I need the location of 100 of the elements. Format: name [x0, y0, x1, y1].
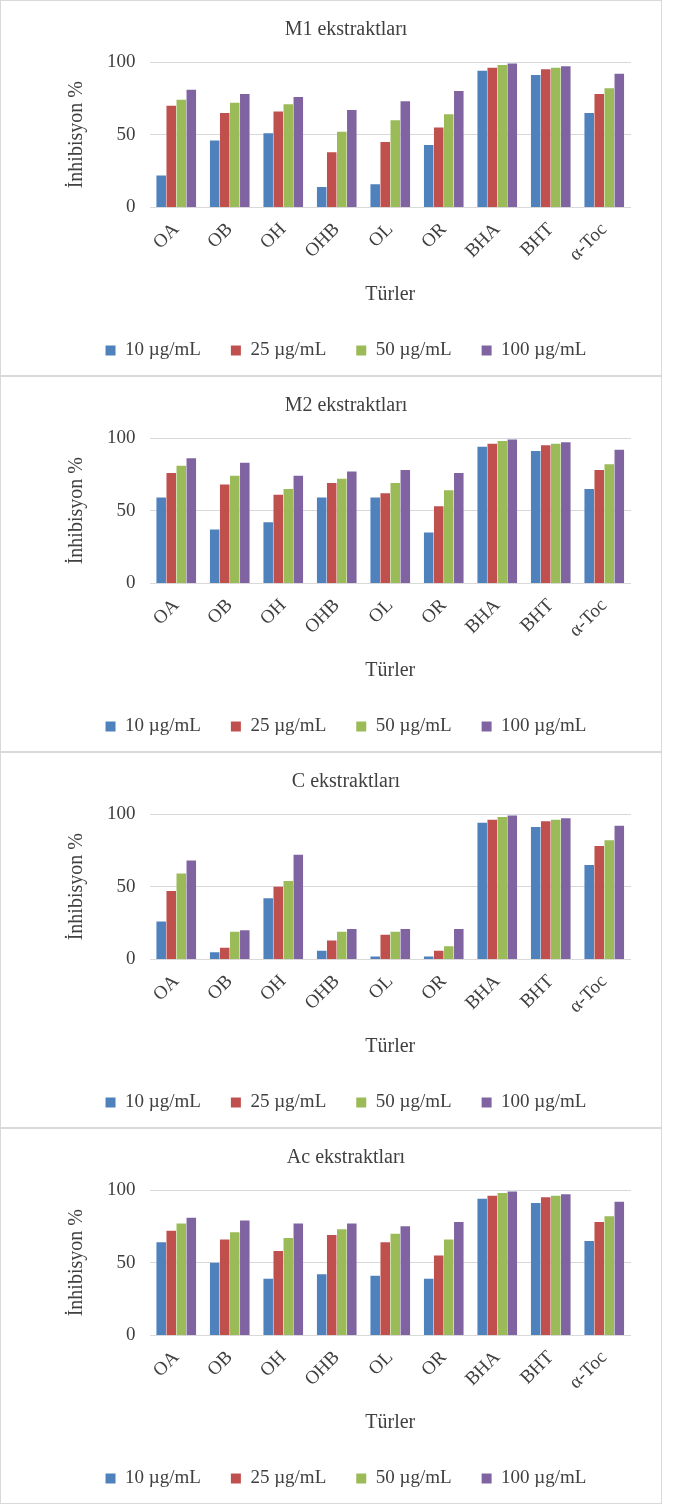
x-tick-label: OB [202, 969, 237, 1004]
bar [497, 816, 508, 959]
x-tick-label: OL [363, 969, 397, 1003]
bar [540, 445, 551, 583]
bar [230, 102, 240, 207]
x-tick-label: OB [202, 1345, 237, 1380]
bar [423, 532, 434, 583]
y-tick-label: 0 [126, 571, 136, 593]
x-tick-label: OR [416, 969, 451, 1004]
y-tick-label: 0 [126, 195, 136, 217]
x-tick-label: OL [363, 593, 397, 627]
bar [433, 127, 444, 207]
bar [614, 73, 625, 207]
bar [487, 1195, 497, 1335]
bar [604, 464, 615, 583]
bar [337, 1229, 347, 1335]
bar [530, 1203, 541, 1335]
bar [507, 439, 518, 583]
bar [230, 931, 240, 959]
y-axis-title: İnhibisyon % [64, 833, 88, 941]
bar [594, 845, 604, 959]
bar [166, 472, 176, 583]
legend-label: 10 µg/mL [125, 714, 201, 736]
bar [390, 1233, 401, 1335]
legend-label: 10 µg/mL [125, 338, 201, 360]
bar [326, 483, 337, 583]
bar [477, 446, 487, 583]
x-tick-label: OB [202, 217, 237, 252]
bar [283, 1237, 294, 1335]
bar [316, 950, 327, 959]
bar [423, 1278, 434, 1335]
bar [326, 152, 337, 207]
bar [444, 114, 454, 207]
bar [209, 1262, 220, 1335]
bar [477, 822, 487, 959]
bar [433, 506, 444, 583]
bar [347, 471, 357, 583]
bar [326, 1235, 337, 1335]
y-tick-label: 50 [116, 1250, 136, 1272]
x-tick-label: OH [255, 217, 290, 253]
bar [283, 104, 294, 207]
bar [337, 478, 347, 583]
bar [551, 819, 561, 959]
bar [240, 93, 250, 207]
bar [487, 67, 497, 207]
bar [186, 1217, 197, 1335]
bar [477, 70, 487, 207]
bar [477, 1198, 487, 1335]
bar [293, 475, 304, 583]
bar [594, 469, 604, 583]
bar [487, 443, 497, 583]
chart-title: M1 ekstraktları [284, 17, 408, 40]
bar [390, 120, 401, 207]
x-tick-label: OR [416, 217, 451, 252]
bar [497, 64, 508, 207]
bar [444, 490, 454, 583]
legend-label: 50 µg/mL [375, 338, 452, 360]
bar [219, 1239, 230, 1335]
bar [186, 89, 197, 207]
bar [176, 873, 187, 959]
bar [584, 1240, 594, 1335]
legend-label: 50 µg/mL [375, 714, 452, 736]
bar [433, 1255, 444, 1335]
bar [263, 1278, 273, 1335]
bar [156, 921, 166, 959]
bar [584, 488, 594, 583]
x-tick-label: OB [202, 593, 237, 628]
bar [400, 928, 411, 959]
x-tick-label: OL [363, 1345, 397, 1379]
bar [584, 112, 594, 207]
bar [209, 140, 220, 207]
bar [540, 1197, 551, 1335]
bar [293, 96, 304, 207]
y-tick-label: 100 [107, 801, 136, 823]
bar [530, 827, 541, 959]
bar [561, 818, 571, 959]
legend-label: 25 µg/mL [250, 1090, 327, 1112]
bar [230, 475, 240, 583]
legend-label: 25 µg/mL [250, 338, 327, 360]
bar [584, 864, 594, 959]
bar [316, 1274, 327, 1335]
bar [370, 497, 380, 583]
bar [219, 484, 230, 583]
bar [337, 131, 347, 207]
bar [614, 449, 625, 583]
bar [540, 821, 551, 959]
bar [400, 1226, 411, 1335]
bar [614, 1201, 625, 1335]
y-axis-title: İnhibisyon % [64, 1209, 88, 1317]
bar [594, 1221, 604, 1335]
bar [604, 88, 615, 207]
y-axis-title: İnhibisyon % [64, 457, 88, 565]
bar [219, 947, 230, 959]
y-tick-label: 50 [116, 498, 136, 520]
bar [186, 458, 197, 583]
bar [390, 931, 401, 959]
bar [604, 840, 615, 959]
bar [551, 1195, 561, 1335]
bar [263, 522, 273, 583]
legend-label: 100 µg/mL [501, 1090, 587, 1112]
